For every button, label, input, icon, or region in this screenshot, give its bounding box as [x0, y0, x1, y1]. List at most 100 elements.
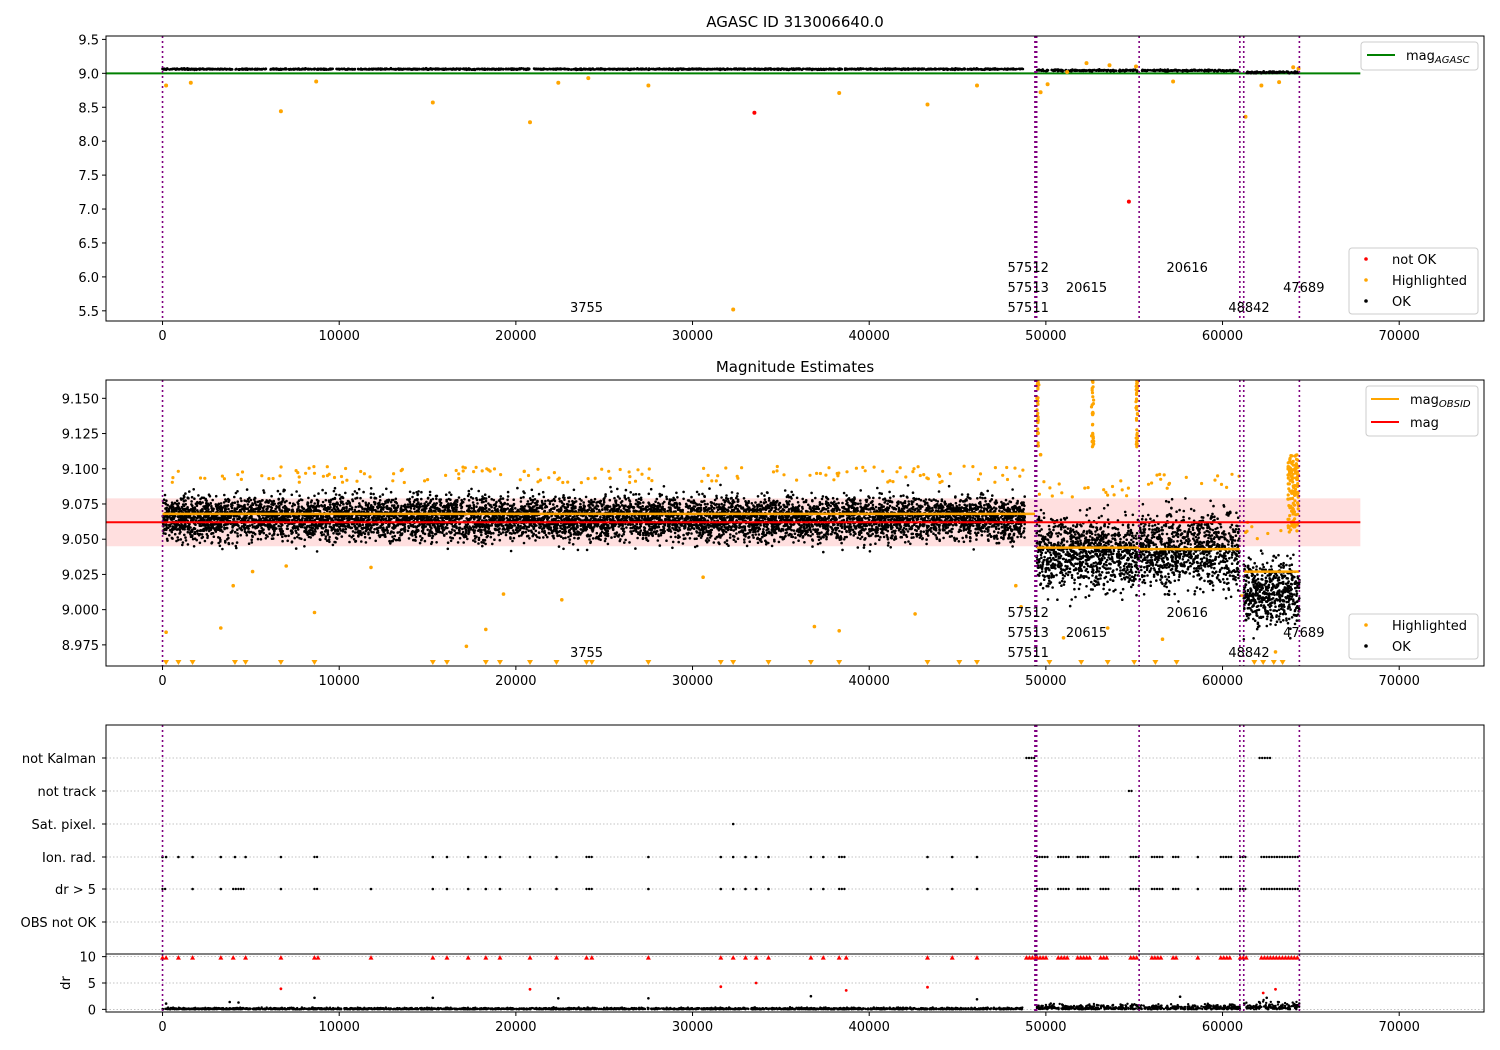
ok-point	[666, 509, 669, 513]
ok-point	[240, 68, 243, 71]
ok-point	[250, 68, 254, 71]
ok-point	[298, 68, 301, 71]
obsid-label: 57513	[1008, 281, 1049, 296]
ok-point	[1253, 71, 1256, 74]
ok-point	[1285, 70, 1289, 73]
highlighted-point	[164, 83, 169, 88]
ok-point	[813, 67, 816, 71]
ok-point	[1143, 69, 1147, 72]
ok-point	[1041, 68, 1044, 71]
ok-point	[1129, 69, 1132, 72]
ok-point	[733, 67, 737, 71]
ok-point	[682, 533, 685, 537]
ok-point	[863, 543, 866, 547]
ok-point	[253, 525, 256, 528]
highlighted-point	[278, 109, 283, 114]
ok-point	[604, 68, 608, 71]
ok-point	[253, 68, 256, 71]
x-tick-label: 40000	[849, 329, 890, 344]
obsid-label: 47689	[1283, 281, 1324, 296]
ok-point	[921, 67, 925, 71]
ok-point	[574, 67, 577, 70]
ok-point	[1152, 68, 1156, 72]
ok-point	[1045, 69, 1049, 73]
ok-point	[1288, 72, 1291, 75]
ok-point	[744, 68, 747, 71]
ok-point	[907, 540, 910, 543]
ok-point	[769, 68, 773, 71]
ok-point	[369, 487, 373, 490]
ok-point	[843, 67, 847, 70]
ok-point	[776, 68, 780, 72]
y-tick-label: 6.5	[78, 237, 99, 252]
ok-point	[1196, 69, 1199, 73]
ok-point	[754, 533, 757, 536]
legend-label: OK	[1392, 295, 1411, 310]
ok-point	[506, 490, 510, 494]
ok-point	[678, 526, 681, 530]
ok-point	[1122, 68, 1125, 72]
ok-point	[616, 67, 619, 71]
ok-point	[628, 541, 631, 544]
ok-point	[859, 499, 862, 502]
ok-point	[762, 528, 765, 531]
ok-point	[420, 490, 423, 494]
ok-point	[552, 67, 555, 71]
ok-point	[845, 494, 848, 497]
ok-point	[1279, 70, 1283, 74]
ok-point	[807, 67, 811, 71]
ok-point	[904, 67, 907, 71]
ok-point	[504, 533, 508, 537]
ok-point	[1011, 496, 1015, 500]
obsid-label: 20616	[1167, 261, 1208, 276]
ok-point	[1156, 68, 1160, 72]
ok-point	[161, 67, 164, 70]
ok-point	[582, 67, 586, 70]
ok-point	[897, 506, 901, 510]
ok-point	[309, 67, 312, 71]
ok-point	[531, 498, 535, 502]
plot-frame	[105, 35, 1485, 322]
ok-point	[458, 67, 462, 71]
ok-point	[457, 496, 461, 499]
ok-point	[491, 67, 495, 70]
ok-point	[838, 529, 841, 533]
ok-point	[456, 541, 460, 544]
ok-point	[192, 488, 195, 491]
ok-point	[595, 67, 599, 71]
ok-point	[1161, 69, 1164, 72]
ok-point	[772, 68, 776, 71]
ok-point	[1110, 69, 1113, 72]
ok-point	[536, 535, 539, 539]
ok-point	[586, 68, 590, 71]
ok-point	[205, 67, 209, 71]
ok-point	[329, 68, 333, 71]
ok-point	[236, 532, 239, 535]
ok-point	[648, 68, 651, 71]
highlighted-point	[1065, 70, 1070, 74]
ok-point	[660, 67, 664, 71]
ok-point	[924, 498, 928, 501]
ok-point	[228, 67, 232, 71]
ok-point	[414, 67, 417, 71]
ok-point	[962, 67, 966, 70]
ok-point	[442, 67, 445, 71]
ok-point	[567, 67, 571, 71]
ok-point	[202, 67, 205, 71]
ok-point	[792, 529, 796, 532]
ok-point	[418, 541, 422, 545]
ok-point	[394, 68, 398, 71]
ok-point	[188, 490, 191, 493]
ok-point	[698, 67, 702, 71]
highlighted-point	[1291, 65, 1296, 70]
legend-subscript: AGASC	[1434, 55, 1470, 66]
ok-point	[373, 528, 376, 531]
ok-point	[1014, 68, 1017, 71]
ok-point	[782, 524, 786, 528]
ok-point	[599, 67, 603, 71]
ok-point	[1218, 68, 1221, 72]
ok-point	[422, 67, 425, 70]
ok-point	[252, 498, 256, 501]
ok-point	[795, 68, 798, 71]
ok-point	[785, 68, 789, 72]
